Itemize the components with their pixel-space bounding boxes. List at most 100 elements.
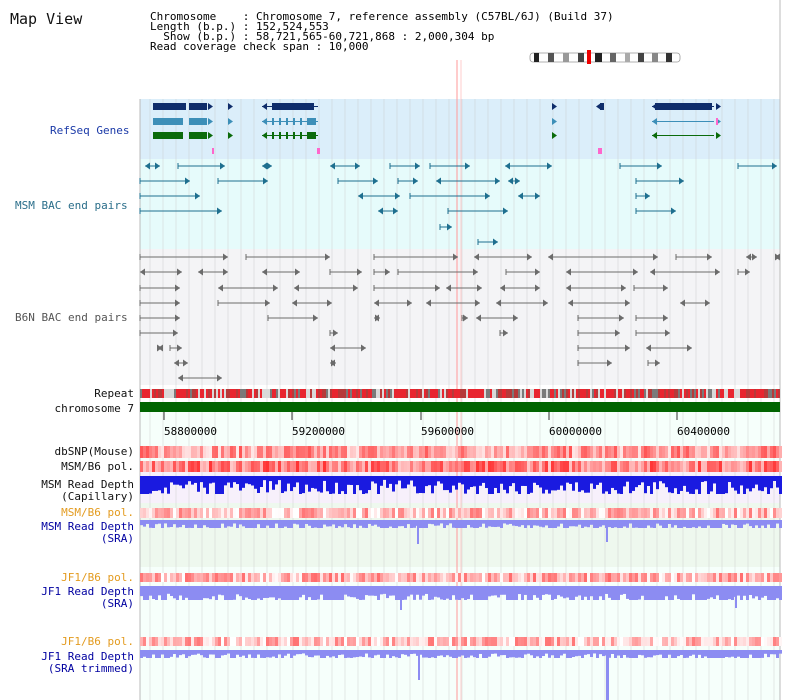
msm-depth-capillary-bar bbox=[179, 476, 182, 486]
msm-b6-pol-sra-strip bbox=[707, 508, 710, 518]
b6n-bac-label[interactable]: B6N BAC end pairs bbox=[15, 311, 128, 324]
jf1-depth-trim-bar bbox=[554, 650, 557, 658]
jf1-b6-pol-trim-strip bbox=[722, 637, 725, 646]
repeat-block bbox=[408, 389, 410, 398]
repeat-block bbox=[412, 389, 414, 398]
dbsnp-strip bbox=[449, 446, 452, 458]
jf1-depth-sra-bar bbox=[533, 586, 536, 596]
msm-depth-sra-bar bbox=[587, 520, 590, 528]
jf1-b6-pol-strip bbox=[305, 573, 308, 582]
dbsnp-strip bbox=[665, 446, 668, 458]
repeat-block bbox=[520, 389, 522, 398]
jf1-b6-pol-strip bbox=[557, 573, 560, 582]
repeat-block bbox=[596, 389, 598, 398]
jf1-b6-pol-trim-strip bbox=[380, 637, 383, 646]
b6n-bac-pair-end bbox=[325, 253, 330, 261]
msm-depth-capillary-bar bbox=[362, 476, 365, 494]
jf1-b6-pol-trim-strip bbox=[686, 637, 689, 646]
msm-depth-sra-bar bbox=[410, 520, 413, 528]
jf1-b6-pol-trim-strip bbox=[569, 637, 572, 646]
jf1-depth-sra-bar bbox=[491, 586, 494, 596]
dbsnp-strip bbox=[635, 446, 638, 458]
msm-depth-sra-bar bbox=[554, 520, 557, 528]
msm-depth-capillary-bar bbox=[485, 476, 488, 489]
jf1-depth-trim-bar bbox=[725, 650, 728, 657]
jf1-depth-trim-bar bbox=[149, 650, 152, 658]
msm-b6-pol-strip bbox=[173, 461, 176, 472]
msm-depth-capillary-bar bbox=[590, 476, 593, 484]
msm-b6-pol-strip bbox=[191, 461, 194, 472]
repeat-block bbox=[376, 389, 378, 398]
msm-b6-pol-sra-strip bbox=[446, 508, 449, 518]
msm-depth-sra-bar bbox=[395, 520, 398, 528]
repeat-block bbox=[352, 389, 354, 398]
msm-b6-pol-strip bbox=[413, 461, 416, 472]
jf1-depth-sra-bar bbox=[152, 586, 155, 600]
dbsnp-strip bbox=[557, 446, 560, 458]
msm-b6-pol-strip bbox=[170, 461, 173, 472]
jf1-depth-sra-bar bbox=[686, 586, 689, 600]
msm-b6-pol-strip bbox=[383, 461, 386, 472]
dbsnp-strip bbox=[419, 446, 422, 458]
msm-b6-pol-strip bbox=[302, 461, 305, 472]
msm-b6-pol-strip bbox=[368, 461, 371, 472]
jf1-b6-pol-trim-strip bbox=[293, 637, 296, 646]
refseq-genes-label[interactable]: RefSeq Genes bbox=[50, 124, 130, 137]
repeat-block bbox=[460, 389, 462, 398]
msm-depth-sra-bar bbox=[611, 520, 614, 528]
msm-b6-pol-strip bbox=[770, 461, 773, 472]
b6n-bac-pair-end bbox=[543, 299, 548, 307]
jf1-depth-sra-bar bbox=[413, 586, 416, 600]
b6n-bac-pair-end bbox=[175, 284, 180, 292]
jf1-b6-pol-strip bbox=[551, 573, 554, 582]
repeat-block bbox=[624, 389, 626, 398]
msm-depth-sra-bar bbox=[167, 520, 170, 528]
msm-depth-sra-bar bbox=[455, 520, 458, 528]
dbsnp-strip bbox=[515, 446, 518, 458]
msm-depth-capillary-bar bbox=[650, 476, 653, 494]
jf1-b6-pol-trim-strip bbox=[368, 637, 371, 646]
msm-depth-capillary-bar bbox=[647, 476, 650, 486]
jf1-depth-sra-bar bbox=[278, 586, 281, 599]
jf1-b6-pol-trim-strip bbox=[320, 637, 323, 646]
msm-b6-pol-strip bbox=[707, 461, 710, 472]
msm-b6-pol-strip bbox=[662, 461, 665, 472]
msm-b6-pol-sra-strip bbox=[617, 508, 620, 518]
jf1-b6-pol-strip bbox=[449, 573, 452, 582]
jf1-depth-trim-bar bbox=[566, 650, 569, 658]
refseq-gene-exon bbox=[300, 118, 302, 125]
msm-bac-pair-end bbox=[447, 223, 452, 231]
msm-depth-sra-bar bbox=[230, 520, 233, 527]
msm-depth-sra-bar bbox=[623, 520, 626, 527]
repeat-block bbox=[616, 389, 618, 398]
msm-depth-sra-bar bbox=[332, 520, 335, 525]
msm-b6-pol-strip bbox=[320, 461, 323, 472]
dbsnp-strip bbox=[713, 446, 716, 458]
msm-depth-capillary-bar bbox=[695, 476, 698, 490]
dbsnp-strip bbox=[779, 446, 782, 458]
msm-depth-sra-bar bbox=[668, 520, 671, 524]
msm-b6-pol-sra-strip bbox=[140, 508, 143, 518]
repeat-block bbox=[328, 389, 330, 398]
b6n-bac-pair-end bbox=[331, 359, 336, 367]
msm-b6-pol-strip bbox=[698, 461, 701, 472]
jf1-b6-pol-strip bbox=[386, 573, 389, 582]
msm-depth-sra-bar bbox=[278, 520, 281, 528]
b6n-bac-pair-end bbox=[435, 284, 440, 292]
msm-b6-pol-strip bbox=[269, 461, 272, 472]
msm-b6-pol-strip bbox=[767, 461, 770, 472]
msm-b6-pol-sra-strip bbox=[539, 508, 542, 518]
jf1-depth-sra-bar bbox=[485, 586, 488, 600]
msm-depth-sra-bar bbox=[176, 520, 179, 528]
jf1-depth-sra-bar bbox=[140, 586, 143, 597]
msm-bac-label[interactable]: MSM BAC end pairs bbox=[15, 199, 128, 212]
msm-b6-pol-sra-strip bbox=[332, 508, 335, 518]
msm-depth-capillary-bar bbox=[434, 476, 437, 486]
jf1-depth-trim-bar bbox=[335, 650, 338, 658]
msm-b6-pol-sra-strip bbox=[350, 508, 353, 518]
jf1-b6-pol-trim-strip bbox=[758, 637, 761, 646]
jf1-b6-pol-trim-strip bbox=[620, 637, 623, 646]
repeat-block bbox=[382, 389, 384, 398]
jf1-b6-pol-trim-strip bbox=[710, 637, 713, 646]
